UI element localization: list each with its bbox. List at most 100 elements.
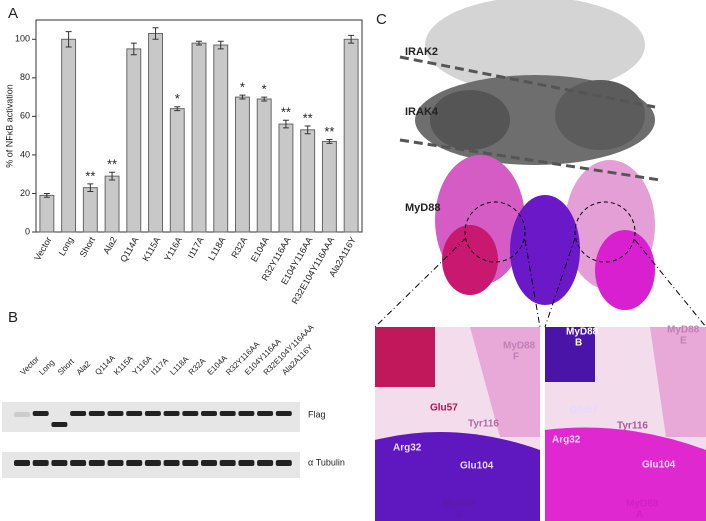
bar [235,96,250,233]
error-bar [326,138,333,144]
band [275,411,292,416]
bar [278,123,294,233]
lane-label: Vector [19,354,42,377]
band [126,411,143,416]
error-bar [217,40,224,50]
bar [343,38,359,233]
error-bar [109,171,116,181]
residue-label: MyD88 [503,341,536,352]
bar [104,175,120,233]
panel-label: A [8,5,18,22]
error-bar [261,96,268,102]
y-tick-label: 0 [25,226,30,236]
residue-label: MyD88 [443,499,476,510]
residue-label: Arg32 [393,443,422,454]
significance: * [262,82,267,97]
band [32,411,49,416]
band [257,411,274,416]
bar [126,48,142,233]
bar [321,140,337,233]
significance: * [175,91,180,106]
bar [61,38,77,233]
band [70,411,87,416]
band-label: Flag [308,409,326,419]
lane-label: R32A [187,356,208,377]
residue-label: Arg32 [552,435,581,446]
band [51,460,68,466]
x-tick-label: Vector [32,235,53,262]
band [144,411,161,416]
structure-label: IRAK2 [405,46,438,58]
bar [169,108,185,233]
residue-label: B [575,338,582,349]
band [51,422,68,427]
band [70,460,87,466]
error-bar [65,31,72,48]
significance: ** [324,124,334,139]
band [201,460,217,466]
band [32,460,49,466]
error-bar [87,183,94,193]
structure-label: IRAK4 [405,106,439,118]
band [163,411,180,416]
lane-label: Short [56,356,76,376]
error-bar [196,40,202,46]
band [126,460,143,466]
error-bar [43,192,50,198]
structure-graphic [374,0,706,521]
residue-label: C [400,357,407,368]
error-bar [174,106,181,112]
residue-label: Tyr116 [468,419,499,430]
error-bar [348,34,355,44]
band [219,411,236,416]
bar [300,129,316,233]
x-tick-label: I117A [186,235,206,260]
band [182,460,199,466]
x-tick-label: Short [78,235,98,259]
error-bar [152,27,159,40]
bar [191,42,207,233]
x-tick-label: K115A [140,235,162,263]
residue-label: MyD88 [390,346,423,357]
band [88,411,105,416]
error-bar [282,119,289,129]
significance: ** [303,110,313,125]
x-tick-label: L118A [206,235,227,262]
band [257,460,274,466]
residue-label: Glu57 [570,405,598,416]
significance: ** [85,168,95,183]
band [88,460,105,466]
y-axis-label: % of NFκB activation [4,84,14,168]
lane-label: Ala2 [75,359,93,377]
x-tick-label: Y116A [162,235,184,263]
residue-label: Glu104 [642,460,676,471]
y-tick-label: 60 [20,111,30,121]
significance: ** [107,157,117,172]
band [144,460,161,466]
x-tick-label: Q114A [118,235,140,264]
band [182,411,199,416]
lane-label: L118A [168,354,191,377]
lane-label: I117A [149,356,170,377]
bar [213,44,229,233]
error-bar [239,94,246,100]
panel-label: C [376,11,387,28]
residue-label: Glu57 [430,403,458,414]
significance: ** [281,105,291,120]
residue-label: MyD88 [626,499,659,510]
band [14,460,30,466]
residue-label: MyD88 [667,325,700,336]
bar [82,187,98,233]
band-label: α Tubulin [308,457,345,467]
band [107,411,124,416]
x-tick-label: Ala2 [101,235,119,256]
x-tick-label: R32A [229,235,249,259]
error-bar [304,125,311,135]
band [219,460,236,466]
band [201,411,217,416]
residue-label: MyD88 [566,327,599,338]
band [14,412,30,417]
lane-label: K115A [112,354,135,377]
y-tick-label: 40 [20,149,30,159]
